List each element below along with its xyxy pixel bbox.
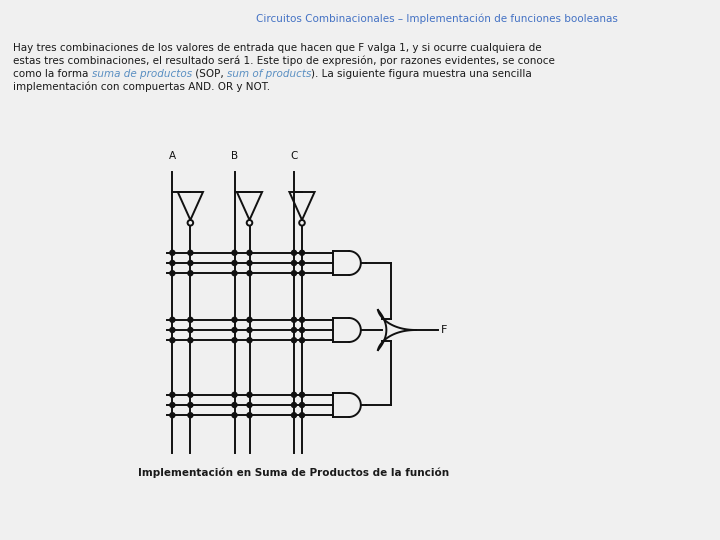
- Circle shape: [247, 402, 252, 408]
- Circle shape: [292, 318, 297, 322]
- Circle shape: [188, 392, 193, 397]
- Circle shape: [232, 260, 237, 266]
- Circle shape: [188, 338, 193, 343]
- Circle shape: [300, 402, 305, 408]
- Circle shape: [232, 338, 237, 343]
- Circle shape: [247, 318, 252, 322]
- Text: sum of products: sum of products: [227, 69, 311, 79]
- Circle shape: [188, 251, 193, 255]
- Circle shape: [247, 327, 252, 333]
- Text: suma de productos: suma de productos: [91, 69, 192, 79]
- Circle shape: [232, 402, 237, 408]
- Circle shape: [247, 392, 252, 397]
- Circle shape: [300, 327, 305, 333]
- Text: Implementación en Suma de Productos de la función: Implementación en Suma de Productos de l…: [138, 468, 449, 478]
- Text: estas tres combinaciones, el resultado será 1. Este tipo de expresión, por razon: estas tres combinaciones, el resultado s…: [13, 56, 555, 66]
- Circle shape: [170, 260, 175, 266]
- Text: B: B: [231, 151, 238, 161]
- Circle shape: [292, 338, 297, 343]
- Text: C: C: [290, 151, 297, 161]
- Circle shape: [247, 271, 252, 276]
- Circle shape: [170, 327, 175, 333]
- Text: como la forma: como la forma: [13, 69, 91, 79]
- Circle shape: [170, 271, 175, 276]
- Circle shape: [170, 318, 175, 322]
- Circle shape: [247, 338, 252, 343]
- Text: implementación con compuertas AND. OR y NOT.: implementación con compuertas AND. OR y …: [13, 82, 270, 92]
- Circle shape: [170, 338, 175, 343]
- Circle shape: [292, 271, 297, 276]
- Circle shape: [170, 392, 175, 397]
- Circle shape: [292, 402, 297, 408]
- Circle shape: [247, 260, 252, 266]
- Circle shape: [170, 413, 175, 418]
- Circle shape: [232, 327, 237, 333]
- Circle shape: [188, 260, 193, 266]
- Circle shape: [232, 318, 237, 322]
- Circle shape: [292, 260, 297, 266]
- Circle shape: [292, 327, 297, 333]
- Circle shape: [232, 413, 237, 418]
- Circle shape: [188, 271, 193, 276]
- Circle shape: [247, 413, 252, 418]
- Circle shape: [300, 392, 305, 397]
- Circle shape: [232, 392, 237, 397]
- Circle shape: [300, 260, 305, 266]
- Circle shape: [188, 327, 193, 333]
- Text: ). La siguiente figura muestra una sencilla: ). La siguiente figura muestra una senci…: [311, 69, 532, 79]
- Circle shape: [300, 338, 305, 343]
- Circle shape: [300, 251, 305, 255]
- Text: Hay tres combinaciones de los valores de entrada que hacen que F valga 1, y si o: Hay tres combinaciones de los valores de…: [13, 43, 541, 53]
- Circle shape: [232, 271, 237, 276]
- Circle shape: [188, 402, 193, 408]
- Circle shape: [247, 251, 252, 255]
- Circle shape: [232, 251, 237, 255]
- Circle shape: [292, 413, 297, 418]
- Circle shape: [300, 271, 305, 276]
- Circle shape: [292, 392, 297, 397]
- Text: F: F: [441, 325, 447, 335]
- Text: Circuitos Combinacionales – Implementación de funciones booleanas: Circuitos Combinacionales – Implementaci…: [256, 13, 618, 24]
- Circle shape: [170, 402, 175, 408]
- Text: (SOP,: (SOP,: [192, 69, 227, 79]
- Text: A: A: [168, 151, 176, 161]
- Circle shape: [188, 413, 193, 418]
- Circle shape: [292, 251, 297, 255]
- Circle shape: [300, 413, 305, 418]
- Circle shape: [300, 318, 305, 322]
- Circle shape: [188, 318, 193, 322]
- Circle shape: [170, 251, 175, 255]
